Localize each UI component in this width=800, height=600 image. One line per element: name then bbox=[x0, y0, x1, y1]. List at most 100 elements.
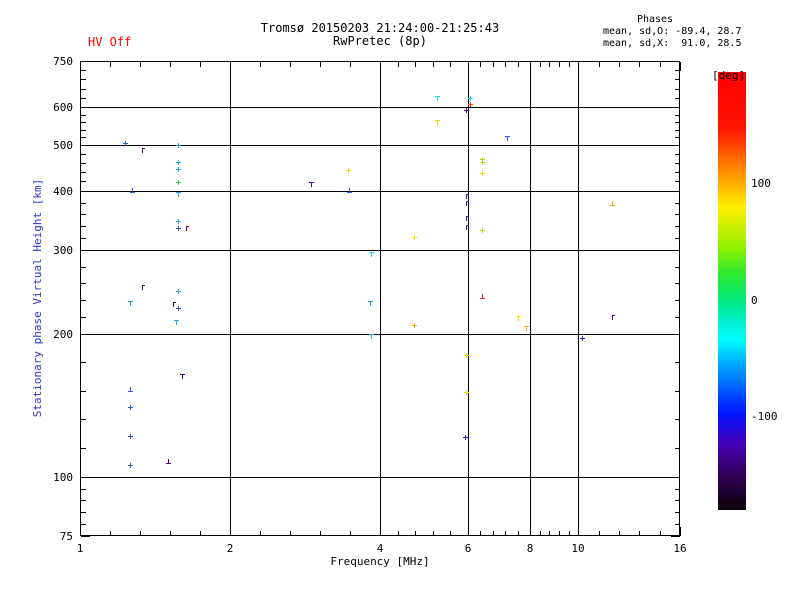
marker-stroke bbox=[482, 228, 483, 233]
data-point bbox=[480, 294, 485, 299]
y-major-tick bbox=[81, 536, 90, 537]
data-point bbox=[369, 334, 374, 339]
x-minor-tick bbox=[110, 531, 111, 536]
x-minor-tick bbox=[398, 531, 399, 536]
x-minor-tick bbox=[170, 62, 171, 67]
x-minor-tick bbox=[450, 62, 451, 67]
x-major-tick bbox=[380, 62, 381, 71]
data-point bbox=[480, 228, 485, 233]
x-minor-tick bbox=[350, 62, 351, 67]
y-minor-tick bbox=[675, 283, 680, 284]
marker-stroke bbox=[178, 167, 179, 172]
y-axis-label: Stationary phase Virtual Height [km] bbox=[31, 178, 44, 418]
marker-stroke bbox=[178, 226, 179, 231]
colorbar-tick-label: -100 bbox=[751, 410, 778, 423]
data-point bbox=[464, 225, 469, 230]
y-major-tick bbox=[671, 61, 680, 62]
data-point bbox=[346, 168, 351, 173]
x-minor-tick bbox=[450, 531, 451, 536]
data-point bbox=[176, 289, 181, 294]
data-point bbox=[176, 226, 181, 231]
y-minor-tick bbox=[81, 181, 86, 182]
x-minor-tick bbox=[415, 531, 416, 536]
data-point bbox=[464, 194, 469, 199]
x-minor-tick bbox=[140, 62, 141, 67]
data-point bbox=[435, 96, 440, 101]
marker-stroke bbox=[371, 334, 372, 339]
data-point bbox=[463, 435, 468, 440]
y-minor-tick bbox=[81, 137, 86, 138]
x-major-tick bbox=[530, 62, 531, 71]
x-minor-tick bbox=[569, 531, 570, 536]
marker-stroke bbox=[143, 148, 145, 149]
y-minor-tick bbox=[675, 137, 680, 138]
x-tick-label: 6 bbox=[464, 542, 472, 555]
data-point bbox=[369, 252, 374, 257]
x-major-tick bbox=[530, 527, 531, 536]
x-tick-label: 16 bbox=[673, 542, 687, 555]
y-minor-tick bbox=[81, 512, 86, 513]
marker-stroke bbox=[130, 301, 131, 306]
x-minor-tick bbox=[559, 531, 560, 536]
y-minor-tick bbox=[675, 89, 680, 90]
x-minor-tick bbox=[200, 62, 201, 67]
phases-mean-sd-x: mean, sd,X: 91.0, 28.5 bbox=[603, 38, 742, 49]
marker-stroke bbox=[125, 141, 126, 146]
y-major-tick bbox=[81, 334, 90, 335]
marker-stroke bbox=[612, 315, 613, 320]
y-minor-tick bbox=[81, 226, 86, 227]
x-major-tick bbox=[380, 527, 381, 536]
y-tick-label: 750 bbox=[53, 55, 73, 68]
x-minor-tick bbox=[110, 62, 111, 67]
marker-stroke bbox=[466, 390, 467, 395]
y-major-tick bbox=[81, 107, 90, 108]
data-point bbox=[140, 285, 145, 290]
data-point bbox=[180, 374, 185, 379]
grid-line-vertical bbox=[578, 61, 579, 536]
y-minor-tick bbox=[675, 130, 680, 131]
data-point bbox=[309, 182, 314, 187]
marker-stroke bbox=[437, 96, 438, 101]
data-point bbox=[505, 136, 510, 141]
data-point bbox=[480, 160, 485, 165]
x-major-tick bbox=[230, 62, 231, 71]
marker-stroke bbox=[414, 235, 415, 240]
y-minor-tick bbox=[675, 391, 680, 392]
data-point bbox=[128, 434, 133, 439]
y-minor-tick bbox=[81, 283, 86, 284]
y-tick-label: 400 bbox=[53, 185, 73, 198]
marker-stroke bbox=[467, 201, 469, 202]
marker-stroke bbox=[482, 171, 483, 176]
marker-stroke bbox=[178, 192, 179, 197]
marker-stroke bbox=[466, 216, 467, 221]
data-point bbox=[464, 201, 469, 206]
marker-stroke bbox=[130, 463, 131, 468]
colorbar-unit-label: [deg] bbox=[712, 69, 746, 82]
x-minor-tick bbox=[639, 62, 640, 67]
x-minor-tick bbox=[540, 531, 541, 536]
x-tick-label: 10 bbox=[571, 542, 585, 555]
data-point bbox=[464, 216, 469, 221]
x-minor-tick bbox=[599, 62, 600, 67]
data-point bbox=[464, 390, 469, 395]
y-minor-tick bbox=[81, 489, 86, 490]
x-minor-tick bbox=[639, 531, 640, 536]
y-minor-tick bbox=[675, 300, 680, 301]
colorbar-tick-label: 0 bbox=[751, 294, 758, 307]
y-major-tick bbox=[671, 536, 680, 537]
y-minor-tick bbox=[81, 267, 86, 268]
y-minor-tick bbox=[675, 419, 680, 420]
marker-stroke bbox=[414, 323, 415, 328]
y-minor-tick bbox=[675, 79, 680, 80]
data-point bbox=[435, 120, 440, 125]
y-tick-label: 500 bbox=[53, 139, 73, 152]
y-minor-tick bbox=[675, 226, 680, 227]
plot-title: Tromsø 20150203 21:24:00-21:25:43 bbox=[260, 21, 500, 35]
y-minor-tick bbox=[81, 70, 86, 71]
marker-stroke bbox=[168, 459, 169, 464]
marker-stroke bbox=[370, 301, 371, 306]
phases-mean-sd-o: mean, sd,O: -89.4, 28.7 bbox=[603, 26, 742, 37]
data-point bbox=[130, 188, 135, 193]
marker-stroke bbox=[507, 136, 508, 141]
y-major-tick bbox=[81, 145, 90, 146]
